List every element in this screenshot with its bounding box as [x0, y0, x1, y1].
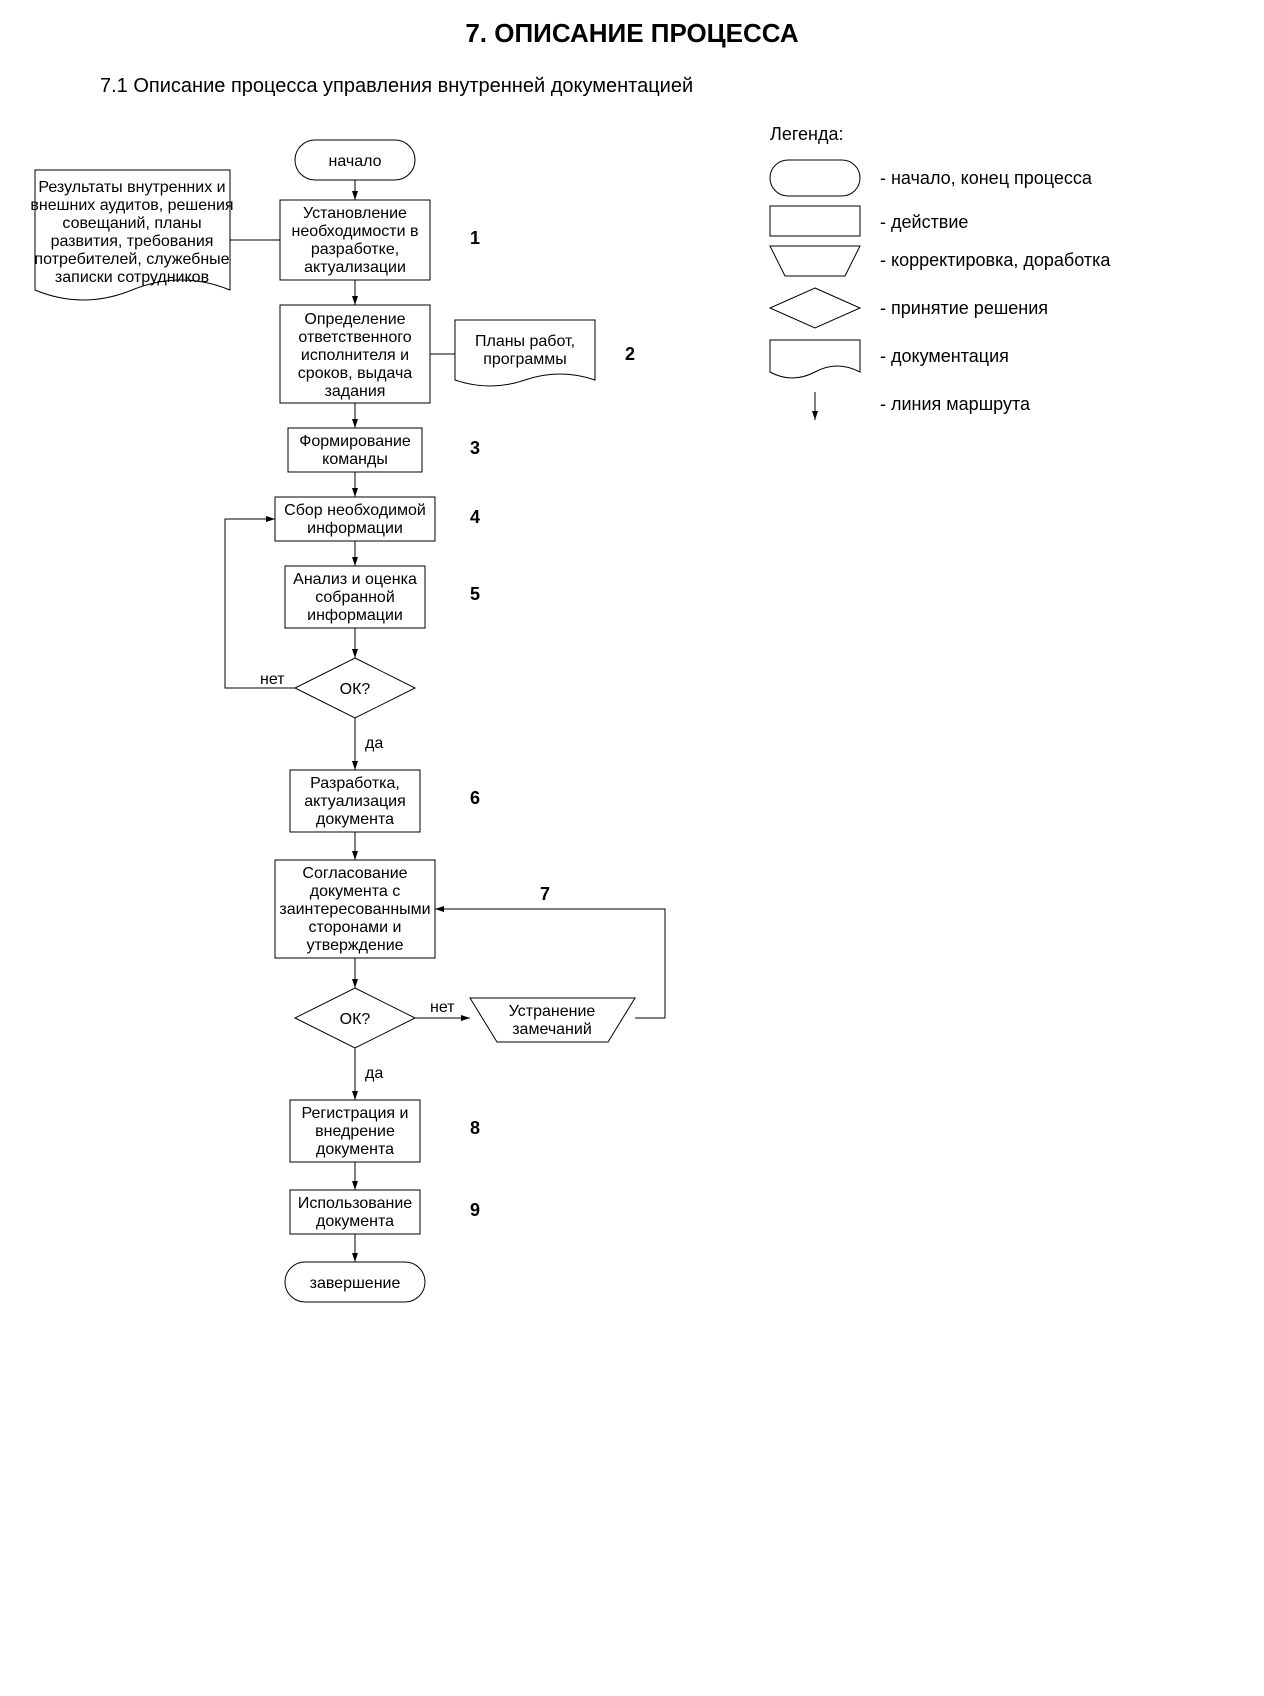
label-yes-2: да	[365, 1065, 383, 1082]
step-number-7: 7	[540, 884, 550, 904]
svg-text:потребителей, служебные: потребителей, служебные	[34, 251, 229, 268]
svg-text:информации: информации	[307, 520, 403, 537]
edge-trap-7	[435, 909, 665, 1018]
node-end-label: завершение	[310, 1275, 401, 1292]
legend-title: Легенда:	[770, 124, 843, 144]
legend-document-label: - документация	[880, 346, 1009, 366]
svg-text:документа с: документа с	[310, 883, 400, 900]
svg-text:замечаний: замечаний	[512, 1021, 592, 1038]
svg-text:документа: документа	[316, 811, 394, 828]
svg-text:Планы работ,: Планы работ,	[475, 333, 575, 350]
svg-text:документа: документа	[316, 1141, 394, 1158]
svg-text:Регистрация и: Регистрация и	[302, 1105, 409, 1122]
legend-decision-label: - принятие решения	[880, 298, 1048, 318]
legend-decision-icon	[770, 288, 860, 328]
svg-text:Формирование: Формирование	[299, 433, 411, 450]
svg-text:Разработка,: Разработка,	[310, 775, 400, 792]
legend-process-icon	[770, 206, 860, 236]
svg-text:собранной: собранной	[315, 589, 395, 606]
svg-text:Устранение: Устранение	[509, 1003, 596, 1020]
step-number-1: 1	[470, 228, 480, 248]
svg-text:внедрение: внедрение	[315, 1123, 395, 1140]
svg-text:ОК?: ОК?	[340, 1011, 371, 1028]
step-number-8: 8	[470, 1118, 480, 1138]
page-subtitle: 7.1 Описание процесса управления внутрен…	[100, 75, 693, 97]
svg-text:разработке,: разработке,	[311, 241, 399, 258]
svg-text:необходимости в: необходимости в	[291, 223, 418, 240]
svg-text:внешних аудитов, решения: внешних аудитов, решения	[30, 197, 233, 214]
svg-text:Согласование: Согласование	[302, 865, 407, 882]
page-title: 7. ОПИСАНИЕ ПРОЦЕССА	[465, 18, 799, 48]
svg-text:исполнителя и: исполнителя и	[301, 347, 409, 364]
svg-text:Установление: Установление	[303, 205, 407, 222]
legend-terminator-label: - начало, конец процесса	[880, 168, 1093, 188]
svg-text:Сбор необходимой: Сбор необходимой	[284, 502, 426, 519]
legend-flowline-label: - линия маршрута	[880, 394, 1031, 414]
step-number-2: 2	[625, 344, 635, 364]
legend-trapezoid-label: - корректировка, доработка	[880, 250, 1111, 270]
step-number-5: 5	[470, 584, 480, 604]
svg-text:Использование: Использование	[298, 1195, 412, 1212]
svg-text:ответственного: ответственного	[298, 329, 411, 346]
legend-process-label: - действие	[880, 212, 968, 232]
svg-text:записки сотрудников: записки сотрудников	[55, 269, 209, 286]
step-number-4: 4	[470, 507, 480, 527]
legend-document-icon	[770, 340, 860, 378]
svg-text:задания: задания	[325, 383, 386, 400]
svg-text:утверждение: утверждение	[306, 937, 403, 954]
flowchart: 7. ОПИСАНИЕ ПРОЦЕССА 7.1 Описание процес…	[0, 0, 1264, 1696]
svg-text:актуализация: актуализация	[304, 793, 406, 810]
svg-text:сторонами и: сторонами и	[309, 919, 402, 936]
svg-text:заинтересованными: заинтересованными	[279, 901, 430, 918]
svg-text:сроков, выдача: сроков, выдача	[298, 365, 412, 382]
svg-text:Анализ и оценка: Анализ и оценка	[293, 571, 417, 588]
step-number-9: 9	[470, 1200, 480, 1220]
legend: Легенда: - начало, конец процесса - дейс…	[770, 124, 1111, 420]
svg-text:ОК?: ОК?	[340, 681, 371, 698]
svg-text:команды: команды	[322, 451, 388, 468]
svg-text:Результаты внутренних и: Результаты внутренних и	[38, 179, 225, 196]
label-no-1: нет	[260, 671, 285, 688]
step-number-6: 6	[470, 788, 480, 808]
svg-text:развития, требования: развития, требования	[51, 233, 214, 250]
label-yes-1: да	[365, 735, 383, 752]
legend-terminator-icon	[770, 160, 860, 196]
node-start-label: начало	[328, 153, 381, 170]
legend-trapezoid-icon	[770, 246, 860, 276]
step-number-3: 3	[470, 438, 480, 458]
svg-text:программы: программы	[483, 351, 567, 368]
label-no-2: нет	[430, 999, 455, 1016]
svg-text:актуализации: актуализации	[304, 259, 406, 276]
svg-text:документа: документа	[316, 1213, 394, 1230]
svg-text:совещаний, планы: совещаний, планы	[62, 215, 201, 232]
svg-text:информации: информации	[307, 607, 403, 624]
svg-text:Определение: Определение	[304, 311, 405, 328]
